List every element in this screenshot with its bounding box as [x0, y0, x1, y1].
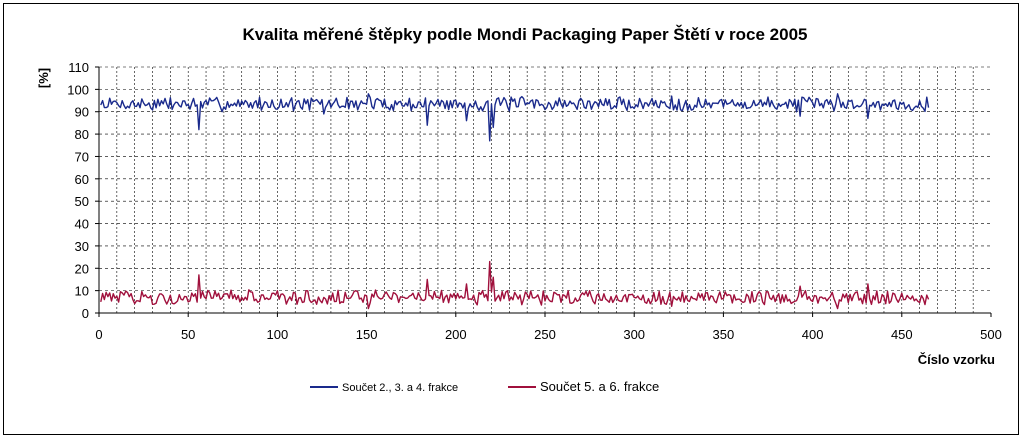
x-tick-label: 0 [95, 327, 102, 342]
x-tick-label: 200 [445, 327, 467, 342]
chart-frame [3, 3, 1019, 435]
legend-label-series-1: Součet 2., 3. a 4. frakce [342, 382, 458, 394]
y-tick-label: 80 [75, 127, 89, 142]
x-tick-label: 100 [267, 327, 289, 342]
y-tick-label: 90 [75, 105, 89, 120]
x-tick-label: 350 [713, 327, 735, 342]
y-tick-label: 110 [68, 60, 89, 75]
chart-title: Kvalita měřené štěpky podle Mondi Packag… [243, 25, 808, 44]
plot-area: 0 10 20 30 40 50 60 70 80 90 100 110 0 50 100 150 200 250… [67, 60, 1002, 342]
y-axis-label: [%] [36, 68, 51, 88]
x-tick-label: 300 [623, 327, 645, 342]
y-tick-label: 10 [75, 284, 89, 299]
y-tick-label: 60 [75, 172, 89, 187]
y-tick-label: 0 [82, 306, 89, 321]
series-line-2 [100, 260, 930, 310]
y-tick-label: 40 [75, 217, 89, 232]
legend: Součet 2., 3. a 4. frakce Součet 5. a 6.… [310, 379, 659, 394]
y-tick-label: 70 [75, 149, 89, 164]
series-line-1 [100, 93, 930, 142]
y-tick-label: 20 [75, 261, 89, 276]
y-tick-label: 30 [75, 239, 89, 254]
y-tick-label: 100 [67, 82, 89, 97]
x-tick-label: 50 [181, 327, 195, 342]
x-tick-label: 400 [802, 327, 824, 342]
x-tick-label: 150 [356, 327, 378, 342]
x-tick-label: 250 [534, 327, 556, 342]
y-tick-label: 50 [75, 194, 89, 209]
x-tick-label: 500 [980, 327, 1002, 342]
x-axis-label: Číslo vzorku [918, 352, 995, 367]
legend-label-series-2: Součet 5. a 6. frakce [540, 379, 659, 394]
x-tick-label: 450 [891, 327, 913, 342]
